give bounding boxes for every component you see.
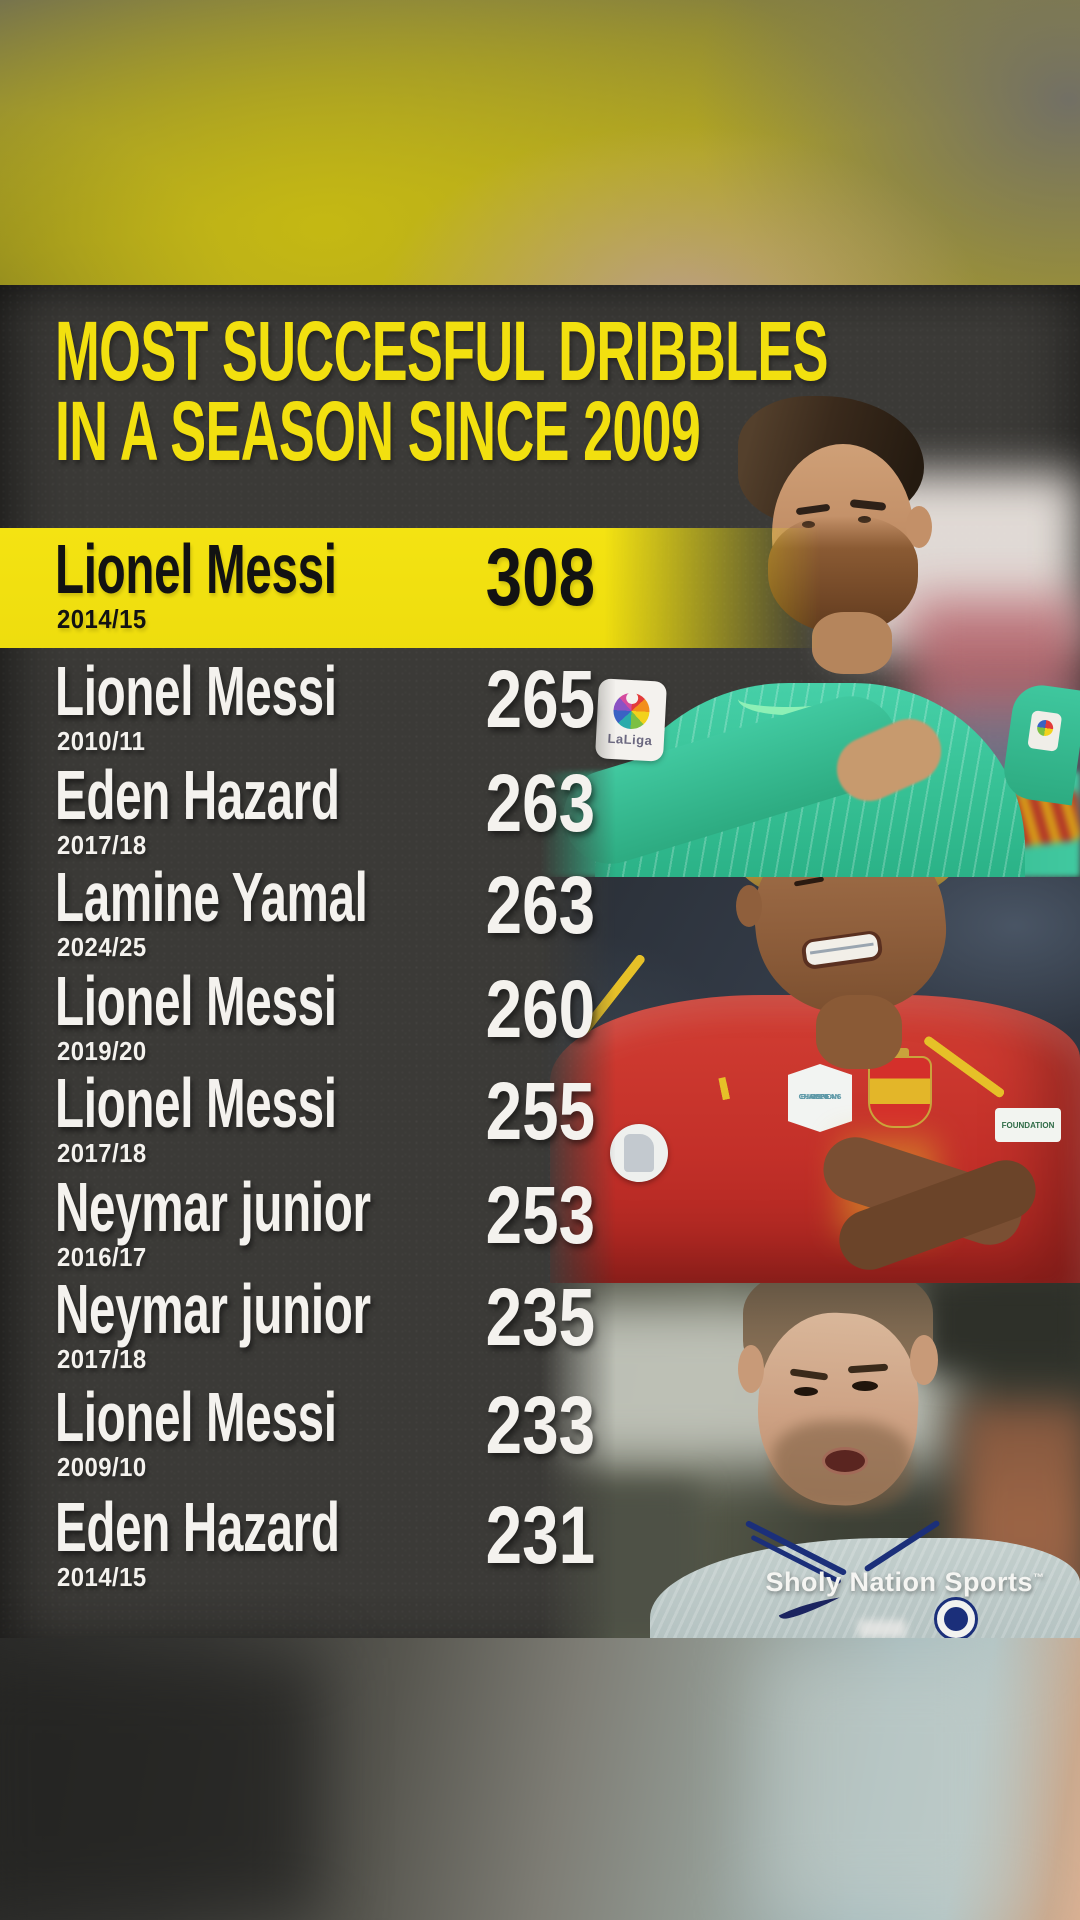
nations-league-patch <box>610 1124 668 1182</box>
nike-swoosh-icon <box>778 1597 840 1619</box>
patch-line: 2024 <box>812 1094 828 1101</box>
player-name: Lionel Messi <box>55 652 337 730</box>
table-row: Neymar junior 2016/17 253 <box>0 1172 1080 1276</box>
dribbles-value: 260 <box>485 964 595 1055</box>
yamal-photo: ★ UEFA EUROPEAN CHAMPIONS 2024 FOUNDATIO… <box>540 781 1080 1283</box>
player-name: Neymar junior <box>55 1168 371 1246</box>
season-label: 2017/18 <box>57 1138 147 1168</box>
season-label: 2017/18 <box>57 1344 147 1374</box>
hazard-ear <box>738 1345 764 1393</box>
season-label: 2010/11 <box>57 726 146 756</box>
blur-dark <box>0 1658 320 1918</box>
hazard-photo <box>540 1283 1080 1638</box>
season-label: 2017/18 <box>57 830 147 860</box>
table-row: Lionel Messi 2017/18 255 <box>0 1068 1080 1172</box>
table-row: Eden Hazard 2017/18 263 <box>0 760 1080 864</box>
hazard-ear <box>910 1335 938 1385</box>
highlight-row-band <box>0 528 1080 648</box>
patch-line: UEFA <box>810 1094 830 1101</box>
hazard-eye <box>794 1387 818 1396</box>
season-label: 2014/15 <box>57 1562 147 1592</box>
trademark-symbol: ™ <box>1033 1572 1045 1584</box>
chelsea-badge-icon <box>934 1597 978 1638</box>
dribbles-value: 233 <box>485 1380 595 1471</box>
player-name: Lionel Messi <box>55 1064 337 1142</box>
table-row: Eden Hazard 2014/15 231 <box>0 1492 1080 1596</box>
blur-light <box>760 1648 1020 1918</box>
brand-watermark: Sholy Nation Sports™ <box>755 1567 1055 1598</box>
hazard-mouth <box>822 1447 868 1475</box>
table-row: Lionel Messi 2009/10 233 <box>0 1382 1080 1486</box>
hazard-eye <box>852 1381 878 1391</box>
dribbles-value: 263 <box>485 860 595 951</box>
page-title: MOST SUCCESFUL DRIBBLES IN A SEASON SINC… <box>55 304 1080 478</box>
top-banner-blur <box>0 0 1080 285</box>
player-name: Lionel Messi <box>55 530 337 608</box>
player-name: Eden Hazard <box>55 756 340 834</box>
patch-label: FOUNDATION <box>1001 1120 1055 1130</box>
table-row: Neymar junior 2017/18 235 <box>0 1274 1080 1378</box>
sleeve-patch <box>858 1620 906 1638</box>
dribbles-value: 235 <box>485 1272 595 1363</box>
table-row: Lamine Yamal 2024/25 263 <box>0 862 1080 966</box>
player-name: Lamine Yamal <box>55 858 368 936</box>
european-champions-patch: UEFA EUROPEAN CHAMPIONS 2024 <box>788 1064 852 1132</box>
dribbles-value: 253 <box>485 1170 595 1261</box>
dribbles-value: 255 <box>485 1066 595 1157</box>
season-label: 2016/17 <box>57 1242 147 1272</box>
brand-watermark-text: Sholy Nation Sports <box>765 1567 1034 1597</box>
title-line-1: MOST SUCCESFUL DRIBBLES <box>55 304 828 398</box>
table-row: Lionel Messi 2019/20 260 <box>0 966 1080 1070</box>
blur-dark <box>920 1283 1080 1373</box>
dribbles-value: 308 <box>485 532 595 623</box>
spain-crest-icon <box>868 1056 932 1128</box>
dribbles-value: 265 <box>485 654 595 745</box>
season-label: 2019/20 <box>57 1036 147 1066</box>
season-label: 2009/10 <box>57 1452 147 1482</box>
patch-line: EUROPEAN <box>800 1094 840 1101</box>
season-label: 2014/15 <box>57 604 147 634</box>
title-line-2: IN A SEASON SINCE 2009 <box>55 384 701 478</box>
player-name: Neymar junior <box>55 1270 371 1348</box>
table-row: Lionel Messi 2014/15 308 <box>0 534 1080 638</box>
foundation-patch: FOUNDATION <box>995 1108 1061 1142</box>
patch-line: CHAMPIONS <box>798 1094 842 1101</box>
player-name: Lionel Messi <box>55 962 337 1040</box>
season-label: 2024/25 <box>57 932 147 962</box>
yamal-ear <box>736 885 762 927</box>
player-name: Eden Hazard <box>55 1488 340 1566</box>
yamal-neck <box>816 995 902 1069</box>
dribbles-value: 263 <box>485 758 595 849</box>
table-row: Lionel Messi 2010/11 265 <box>0 656 1080 760</box>
player-name: Lionel Messi <box>55 1378 337 1456</box>
jersey-collar <box>738 683 838 715</box>
bottom-blur-band <box>0 1638 1080 1920</box>
dribbles-value: 231 <box>485 1490 595 1581</box>
